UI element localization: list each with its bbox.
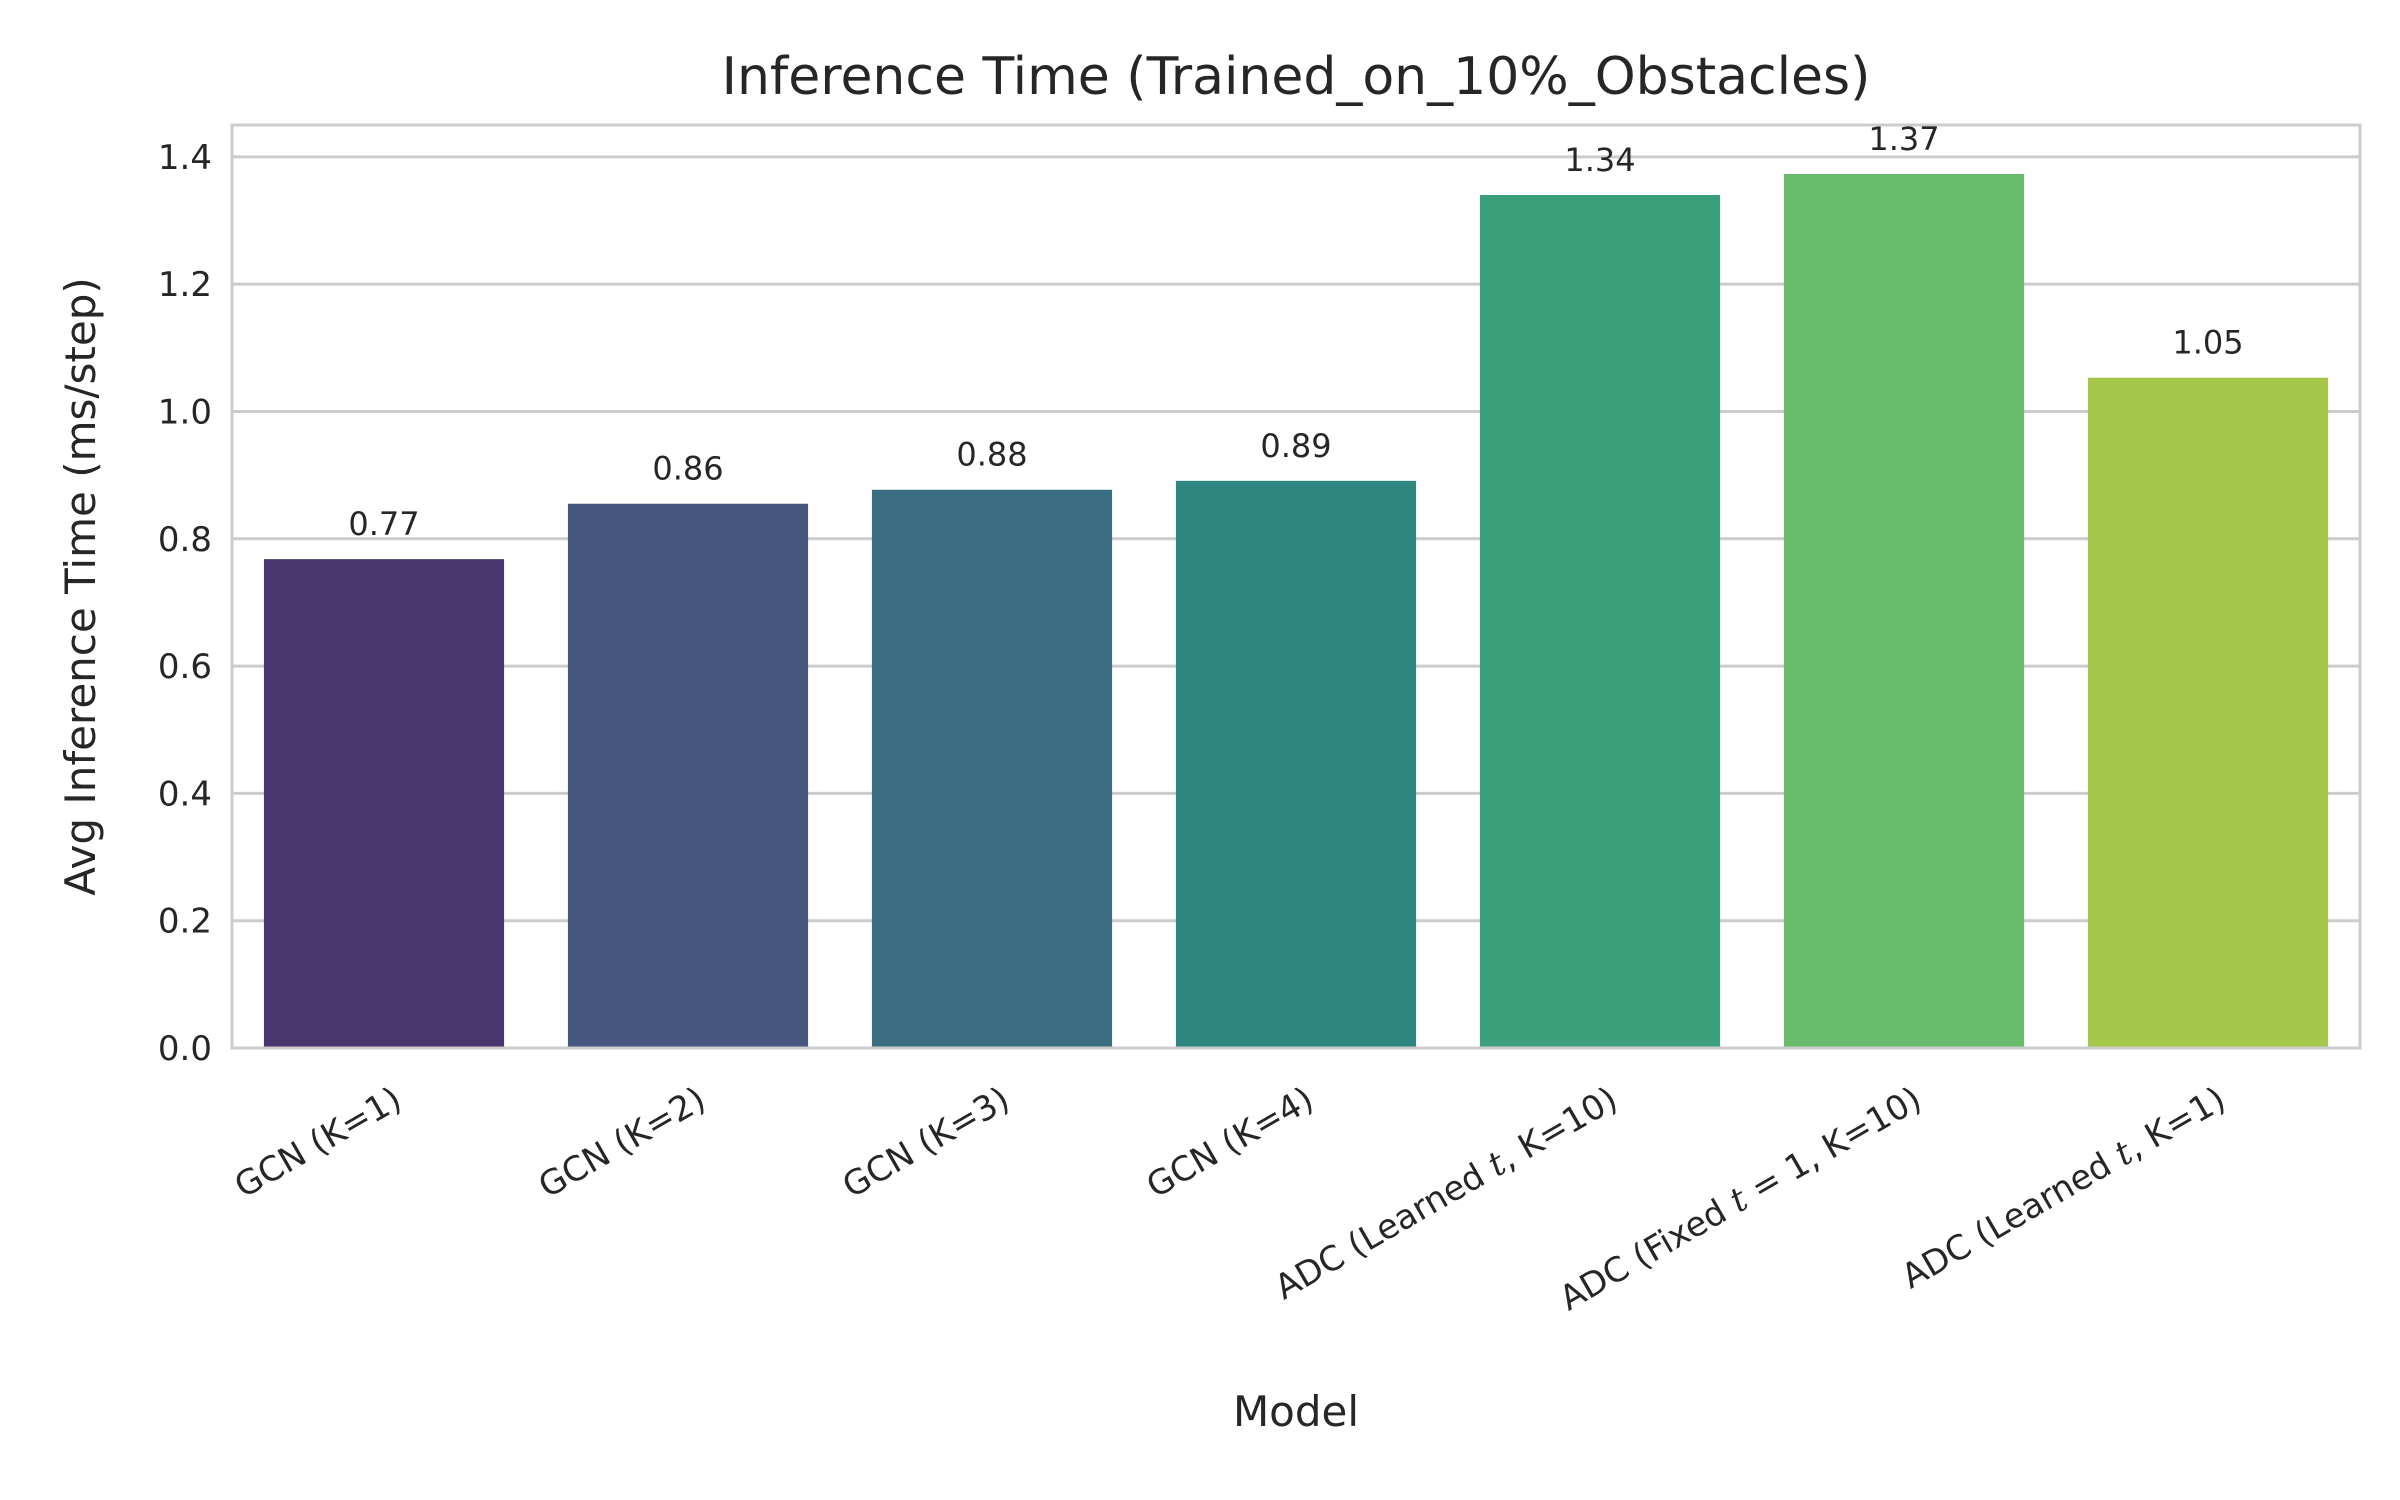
y-tick-label: 1.0 <box>158 392 212 432</box>
y-tick-label: 1.4 <box>158 138 212 178</box>
y-axis-title: Avg Inference Time (ms/step) <box>56 277 105 896</box>
bar <box>263 559 505 1048</box>
y-axis-ticks: 0.0 0.2 0.4 0.6 0.8 1.0 1.2 1.4 <box>158 138 212 1069</box>
y-tick-label: 0.2 <box>158 902 212 942</box>
bar <box>2087 377 2329 1048</box>
y-tick-label: 0.0 <box>158 1029 212 1069</box>
data-label: 1.34 <box>1564 141 1635 179</box>
bar <box>1783 174 2025 1049</box>
y-tick-label: 0.8 <box>158 520 212 560</box>
data-label: 0.86 <box>652 450 723 488</box>
bar <box>567 503 809 1048</box>
data-label: 0.77 <box>348 505 419 543</box>
plot-frame <box>230 123 2362 1050</box>
bar <box>871 489 1113 1048</box>
bar <box>1175 480 1417 1049</box>
data-label: 0.88 <box>956 436 1027 474</box>
y-tick-label: 0.6 <box>158 647 212 687</box>
chart-title: Inference Time (Trained_on_10%_Obstacles… <box>722 47 1871 107</box>
y-tick-label: 1.2 <box>158 265 212 305</box>
data-label: 1.05 <box>2172 324 2243 362</box>
x-axis-title: Model <box>1233 1387 1359 1436</box>
data-labels: 0.77 0.86 0.88 0.89 1.34 1.37 1.05 <box>348 120 2243 543</box>
bar <box>1479 195 1721 1048</box>
data-label: 0.89 <box>1260 427 1331 465</box>
y-tick-label: 0.4 <box>158 774 212 814</box>
bars <box>263 174 2329 1049</box>
data-label: 1.37 <box>1868 120 1939 158</box>
